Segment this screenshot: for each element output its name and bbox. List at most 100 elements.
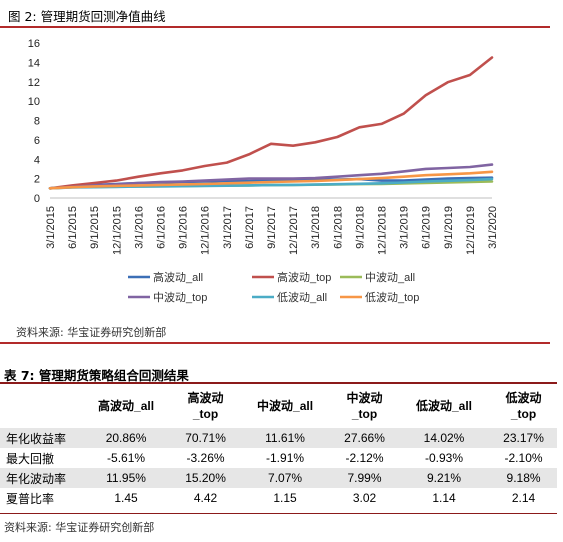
table-cell: -2.12% xyxy=(345,451,384,465)
y-tick-label: 16 xyxy=(28,38,40,50)
table-row: 最大回撤 -5.61% -3.26% -1.91% -2.12% -0.93% -2.10% xyxy=(0,448,557,468)
table-cell: 27.66% xyxy=(331,428,398,448)
y-tick-label: 0 xyxy=(34,193,40,205)
table-cell: 23.17% xyxy=(490,428,557,448)
table-row: 夏普比率 1.45 4.42 1.15 3.02 1.14 2.14 xyxy=(0,488,557,508)
x-tick-label: 3/1/2015 xyxy=(45,206,57,249)
table-cell: 1.15 xyxy=(273,491,297,505)
table-cell: -0.93% xyxy=(425,451,464,465)
table-cell: 9.21% xyxy=(397,468,491,488)
header-text: 中波动 xyxy=(346,391,383,405)
table-cell: 2.14 xyxy=(511,491,536,505)
x-tick-label: 3/1/2020 xyxy=(487,206,499,249)
x-tick-label: 9/1/2015 xyxy=(89,206,101,249)
series-line xyxy=(48,170,494,190)
table-cell: 9.18% xyxy=(490,468,557,488)
header-text: 高波动 xyxy=(187,391,224,405)
series-line xyxy=(48,163,494,190)
table-cell: -3.26% xyxy=(186,451,225,465)
y-tick-label: 6 xyxy=(34,135,40,147)
header-text: 高波动_all xyxy=(98,399,155,413)
x-tick-label: 9/1/2017 xyxy=(266,206,278,249)
table-cell: 1.45 xyxy=(114,491,138,505)
header-text: _top xyxy=(192,407,219,421)
nav-line-chart: 0 2 4 6 8 10 12 14 16 3/1/2015 6/1/2015 9/1/2015 12… xyxy=(28,38,499,304)
y-tick-label: 12 xyxy=(28,77,40,89)
header-cell: 高波动_all xyxy=(80,384,172,428)
legend-label: 中波动_top xyxy=(153,291,207,304)
legend-label: 低波动_all xyxy=(277,291,327,304)
table-title: 表 7: 管理期货策略组合回测结果 xyxy=(4,368,189,383)
x-tick-label: 9/1/2019 xyxy=(443,206,455,249)
table-row: 年化波动率 11.95% 15.20% 7.07% 7.99% 9.21% 9.18% xyxy=(0,468,557,488)
x-tick-label: 6/1/2017 xyxy=(244,206,256,249)
x-tick-label: 12/1/2015 xyxy=(111,206,123,255)
row-label: 年化收益率 xyxy=(0,428,80,448)
backtest-results-table: 高波动_all 高波动 _top 中波动_all 中波动 _top 低波动_all … xyxy=(0,384,557,508)
figure-title-rule xyxy=(0,26,550,28)
y-tick-label: 14 xyxy=(28,57,40,69)
table-cell: 3.02 xyxy=(352,491,377,505)
table-cell: 20.86% xyxy=(80,428,173,448)
table-cell: 15.20% xyxy=(172,468,239,488)
x-tick-label: 12/1/2016 xyxy=(200,206,212,255)
table-cell: 7.07% xyxy=(238,468,332,488)
x-tick-label: 6/1/2016 xyxy=(156,206,168,249)
x-tick-label: 6/1/2015 xyxy=(67,206,79,249)
table-cell: 1.14 xyxy=(432,491,456,505)
x-tick-label: 3/1/2017 xyxy=(222,206,234,249)
table-row: 年化收益率 20.86% 70.71% 11.61% 27.66% 14.02% 23.17… xyxy=(0,428,557,448)
figure-title: 图 2: 管理期货回测净值曲线 xyxy=(8,9,166,24)
y-axis: 0 2 4 6 8 10 12 14 16 xyxy=(28,38,40,205)
table-bottom-rule xyxy=(0,513,557,514)
table-cell: -5.61% xyxy=(107,451,146,465)
x-tick-label: 6/1/2018 xyxy=(332,206,344,249)
table-header-row: 高波动_all 高波动 _top 中波动_all 中波动 _top 低波动_all … xyxy=(0,384,557,428)
table-cell: 11.95% xyxy=(80,468,173,488)
x-tick-label: 12/1/2019 xyxy=(465,206,477,255)
header-cell: 高波动 _top xyxy=(172,384,239,428)
x-tick-label: 6/1/2019 xyxy=(421,206,433,249)
y-tick-label: 8 xyxy=(34,116,40,128)
x-tick-label: 3/1/2019 xyxy=(399,206,411,249)
table-cell: 11.61% xyxy=(238,428,332,448)
table-cell: 14.02% xyxy=(397,428,491,448)
table-cell: 7.99% xyxy=(331,468,398,488)
legend-label: 中波动_all xyxy=(365,271,415,284)
x-tick-label: 9/1/2018 xyxy=(354,206,366,249)
header-cell xyxy=(0,384,80,428)
figure-source: 资料来源: 华宝证券研究创新部 xyxy=(16,326,167,339)
table-cell: 70.71% xyxy=(172,428,239,448)
table-cell: 4.42 xyxy=(193,491,218,505)
y-tick-label: 4 xyxy=(34,154,40,166)
header-cell: 中波动_all xyxy=(239,384,331,428)
figure-bottom-rule xyxy=(0,342,550,344)
y-tick-label: 2 xyxy=(34,174,40,186)
chart-legend: 高波动_all 高波动_top 中波动_all 中波动_top 低波动_all 低波动_t… xyxy=(128,270,419,304)
table-top-rule xyxy=(0,382,557,384)
header-text: _top xyxy=(510,407,537,421)
figure-header: 图 2: 管理期货回测净值曲线 xyxy=(0,0,563,30)
row-label: 夏普比率 xyxy=(6,491,55,506)
row-label: 年化波动率 xyxy=(0,468,80,488)
x-tick-label: 3/1/2016 xyxy=(133,206,145,249)
x-tick-label: 12/1/2018 xyxy=(377,206,389,255)
table-cell: -1.91% xyxy=(266,451,305,465)
table-cell: -2.10% xyxy=(504,451,543,465)
y-tick-label: 10 xyxy=(28,96,40,108)
row-label: 最大回撤 xyxy=(6,451,55,466)
x-tick-label: 12/1/2017 xyxy=(288,206,300,255)
x-tick-label: 3/1/2018 xyxy=(310,206,322,249)
legend-label: 高波动_all xyxy=(153,270,203,284)
header-text: 低波动_all xyxy=(416,399,473,413)
x-tick-label: 9/1/2016 xyxy=(178,206,190,249)
header-text: _top xyxy=(351,407,378,421)
table-source: 资料来源: 华宝证券研究创新部 xyxy=(4,521,155,534)
header-text: 低波动 xyxy=(505,391,542,405)
legend-label: 低波动_top xyxy=(365,291,419,304)
legend-label: 高波动_top xyxy=(277,270,331,284)
header-cell: 低波动_all xyxy=(398,384,490,428)
series-lines xyxy=(48,56,494,190)
series-line xyxy=(48,56,494,190)
header-cell: 低波动 _top xyxy=(490,384,557,428)
